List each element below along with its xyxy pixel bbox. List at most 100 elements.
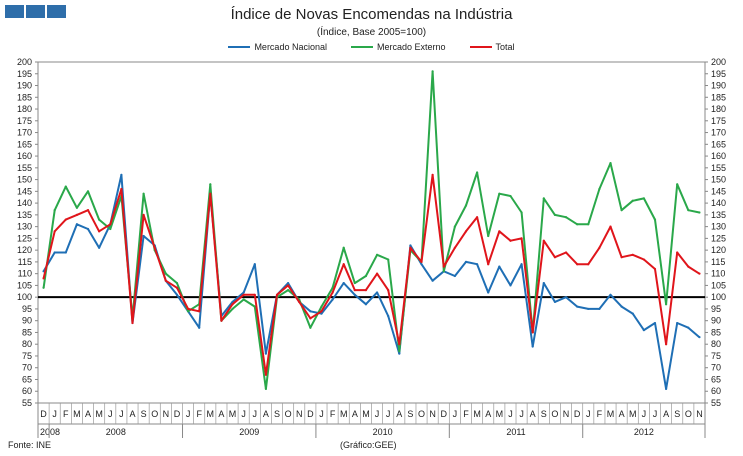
y-tick-label-left: 85 xyxy=(22,327,32,337)
y-tick-label-right: 85 xyxy=(711,327,721,337)
data-point-total xyxy=(687,265,690,268)
data-point-mercado-externo xyxy=(264,387,267,390)
month-tick-label: J xyxy=(642,409,647,419)
month-tick-label: O xyxy=(685,409,692,419)
logo-block xyxy=(47,5,66,18)
data-point-mercado-nacional xyxy=(487,291,490,294)
data-point-mercado-externo xyxy=(642,197,645,200)
y-tick-label-right: 55 xyxy=(711,398,721,408)
data-point-total xyxy=(520,237,523,240)
month-tick-label: S xyxy=(674,409,680,419)
y-tick-label-right: 145 xyxy=(711,186,726,196)
month-tick-label: M xyxy=(229,409,237,419)
data-point-mercado-nacional xyxy=(375,291,379,294)
y-tick-label-left: 175 xyxy=(17,116,32,126)
month-tick-label: D xyxy=(174,409,181,419)
legend-swatch xyxy=(228,46,251,48)
series-line-total xyxy=(42,173,700,376)
logo-block xyxy=(5,5,24,18)
data-point-mercado-nacional xyxy=(331,298,334,301)
y-tick-label-left: 110 xyxy=(18,269,32,279)
month-tick-label: J xyxy=(508,409,513,419)
data-point-mercado-nacional xyxy=(175,293,179,296)
data-point-mercado-nacional xyxy=(664,387,668,390)
year-label: 2008 xyxy=(106,427,126,437)
data-point-mercado-externo xyxy=(587,223,590,226)
data-point-mercado-externo xyxy=(209,183,212,186)
month-tick-label: A xyxy=(85,409,91,419)
data-point-mercado-nacional xyxy=(620,305,623,308)
y-tick-label-right: 180 xyxy=(711,104,726,114)
month-tick-label: D xyxy=(441,409,448,419)
y-tick-label-right: 105 xyxy=(711,280,726,290)
legend-item-total: Total xyxy=(469,42,515,52)
data-point-mercado-externo xyxy=(309,326,312,329)
data-point-mercado-externo xyxy=(653,218,657,221)
y-tick-label-left: 170 xyxy=(17,128,32,138)
data-point-mercado-externo xyxy=(231,307,234,311)
data-point-mercado-externo xyxy=(86,190,90,193)
data-point-total xyxy=(653,267,657,271)
plot-frame xyxy=(37,61,706,404)
data-point-mercado-externo xyxy=(453,225,456,228)
data-point-mercado-nacional xyxy=(687,326,690,329)
data-point-mercado-externo xyxy=(175,281,179,285)
y-tick-label-left: 95 xyxy=(22,304,32,314)
month-tick-label: J xyxy=(241,409,246,419)
data-point-total xyxy=(442,265,445,268)
month-tick-label: A xyxy=(396,409,402,419)
y-tick-label-left: 80 xyxy=(22,339,32,349)
data-point-total xyxy=(164,279,167,282)
y-tick-label-left: 130 xyxy=(17,222,32,232)
data-point-total xyxy=(576,263,579,266)
month-tick-label: J xyxy=(253,409,258,419)
data-point-mercado-nacional xyxy=(553,300,557,303)
data-point-mercado-externo xyxy=(186,310,190,313)
month-tick-label: D xyxy=(574,409,581,419)
data-point-mercado-nacional xyxy=(287,281,290,285)
data-point-mercado-externo xyxy=(598,187,601,191)
data-point-mercado-nacional xyxy=(464,260,468,263)
month-tick-label: A xyxy=(530,409,536,419)
data-point-mercado-externo xyxy=(664,303,668,306)
y-tick-label-right: 150 xyxy=(711,175,726,185)
data-point-total xyxy=(487,263,490,266)
data-point-mercado-externo xyxy=(509,194,512,198)
data-point-mercado-externo xyxy=(687,209,690,212)
month-tick-label: J xyxy=(119,409,124,419)
data-point-mercado-externo xyxy=(353,281,356,285)
data-point-mercado-nacional xyxy=(353,293,356,296)
data-point-mercado-nacional xyxy=(498,265,501,268)
y-tick-label-right: 125 xyxy=(711,233,726,243)
y-tick-label-left: 55 xyxy=(22,398,32,408)
data-point-total xyxy=(186,307,190,311)
data-point-mercado-externo xyxy=(342,246,345,249)
data-point-total xyxy=(53,230,56,233)
month-tick-label: M xyxy=(73,409,81,419)
data-point-mercado-nacional xyxy=(342,281,345,285)
data-point-mercado-nacional xyxy=(676,321,679,325)
data-point-total xyxy=(375,272,379,275)
legend-swatch xyxy=(350,46,373,48)
y-tick-label-left: 190 xyxy=(17,81,32,91)
year-label: 2011 xyxy=(506,427,525,437)
y-tick-label-left: 195 xyxy=(17,69,32,79)
data-point-mercado-nacional xyxy=(253,263,256,266)
data-point-total xyxy=(264,373,267,376)
y-tick-label-left: 105 xyxy=(17,280,32,290)
y-tick-label-right: 90 xyxy=(711,316,721,326)
data-point-total xyxy=(431,173,434,176)
month-tick-label: S xyxy=(541,409,547,419)
month-tick-label: O xyxy=(151,409,158,419)
y-tick-label-left: 75 xyxy=(22,351,32,361)
data-point-mercado-externo xyxy=(487,234,490,238)
y-tick-label-left: 145 xyxy=(17,186,32,196)
y-tick-label-right: 195 xyxy=(711,69,726,79)
data-point-mercado-externo xyxy=(320,305,323,308)
month-tick-label: N xyxy=(163,409,170,419)
y-tick-label-left: 160 xyxy=(17,151,32,161)
data-point-mercado-externo xyxy=(109,227,112,231)
data-point-mercado-externo xyxy=(476,171,479,174)
y-tick-label-left: 185 xyxy=(17,92,32,102)
y-tick-label-right: 95 xyxy=(711,304,721,314)
